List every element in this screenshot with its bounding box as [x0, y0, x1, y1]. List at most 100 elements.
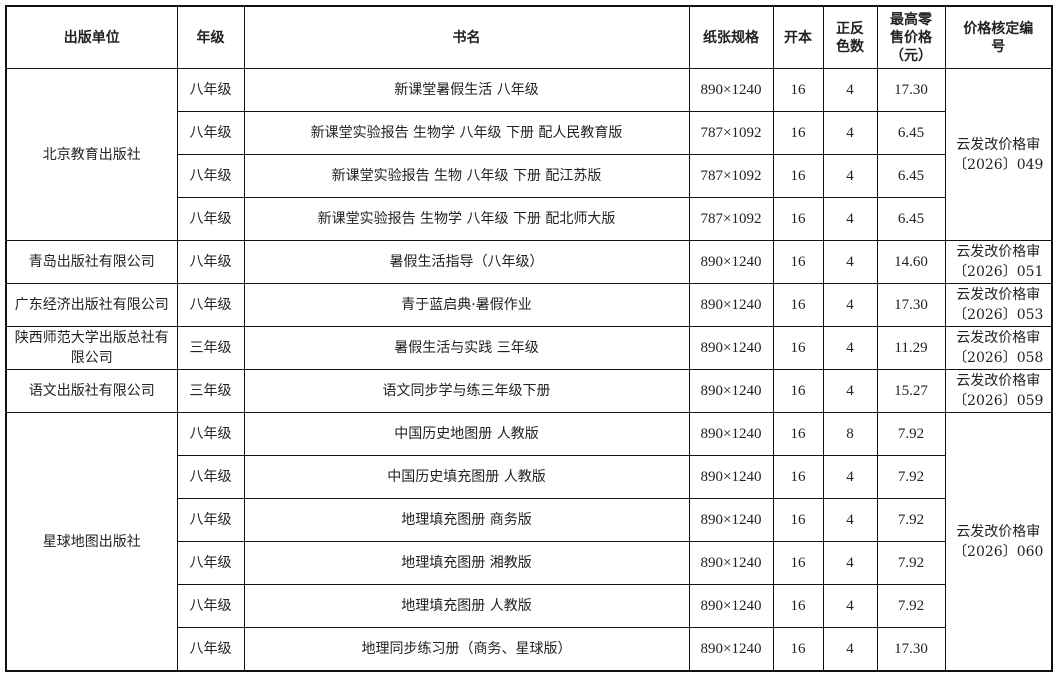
colors-cell: 4	[822, 68, 878, 112]
price-cell: 15.27	[876, 369, 946, 413]
title-cell: 暑假生活与实践 三年级	[243, 326, 690, 370]
price-cell: 7.92	[876, 498, 946, 542]
title-cell: 地理填充图册 商务版	[243, 498, 690, 542]
publisher-cell: 广东经济出版社有限公司	[5, 283, 178, 327]
title-cell: 暑假生活指导（八年级）	[243, 240, 690, 284]
colors-cell: 4	[822, 498, 878, 542]
format-cell: 16	[772, 283, 824, 327]
colors-cell: 4	[822, 584, 878, 628]
code-cell: 云发改价格审〔2026〕059	[944, 369, 1053, 413]
paper-cell: 890×1240	[688, 584, 774, 628]
header-price: 最高零售价格（元）	[876, 5, 946, 69]
paper-cell: 787×1092	[688, 197, 774, 241]
price-cell: 7.92	[876, 455, 946, 499]
paper-cell: 890×1240	[688, 498, 774, 542]
header-row: 出版单位 年级 书名 纸张规格 开本 正反色数 最高零售价格（元） 价格核定编号	[5, 5, 1053, 69]
table-row: 八年级 新课堂实验报告 生物学 八年级 下册 配北师大版 787×1092 16 4 6.…	[6, 197, 1052, 241]
title-cell: 中国历史填充图册 人教版	[243, 455, 690, 499]
format-cell: 16	[772, 455, 824, 499]
grade-cell: 三年级	[176, 326, 245, 370]
colors-cell: 4	[822, 326, 878, 370]
price-cell: 17.30	[876, 68, 946, 112]
table-row: 青岛出版社有限公司 八年级 暑假生活指导（八年级） 890×1240 16 4 14.60 云…	[5, 240, 1053, 284]
publisher-cell: 陕西师范大学出版总社有限公司	[5, 326, 178, 370]
format-cell: 16	[772, 240, 824, 284]
paper-cell: 890×1240	[688, 455, 774, 499]
grade-cell: 八年级	[176, 154, 245, 198]
price-table: 出版单位 年级 书名 纸张规格 开本 正反色数 最高零售价格（元） 价格核定编号…	[5, 5, 1053, 672]
paper-cell: 890×1240	[688, 68, 774, 112]
paper-cell: 890×1240	[688, 326, 774, 370]
format-cell: 16	[772, 498, 824, 542]
format-cell: 16	[772, 197, 824, 241]
grade-cell: 三年级	[176, 369, 245, 413]
code-cell: 云发改价格审〔2026〕049	[944, 68, 1053, 241]
table-row: 陕西师范大学出版总社有限公司 三年级 暑假生活与实践 三年级 890×1240 16 4 1…	[5, 326, 1053, 370]
grade-cell: 八年级	[176, 68, 245, 112]
colors-cell: 4	[822, 627, 878, 672]
colors-cell: 4	[822, 111, 878, 155]
header-paper: 纸张规格	[688, 5, 774, 69]
code-cell: 云发改价格审〔2026〕058	[944, 326, 1053, 370]
colors-cell: 4	[822, 541, 878, 585]
price-cell: 6.45	[876, 111, 946, 155]
colors-cell: 4	[822, 240, 878, 284]
price-cell: 7.92	[876, 412, 946, 456]
table-row: 星球地图出版社 八年级 中国历史地图册 人教版 890×1240 16 8 7.92 云发改价…	[5, 412, 1053, 672]
publisher-cell: 青岛出版社有限公司	[5, 240, 178, 284]
grade-cell: 八年级	[176, 240, 245, 284]
format-cell: 16	[772, 627, 824, 672]
format-cell: 16	[772, 154, 824, 198]
header-title: 书名	[243, 5, 690, 69]
table-row: 广东经济出版社有限公司 八年级 青于蓝启典·暑假作业 890×1240 16 4 17.30…	[5, 283, 1053, 327]
grade-cell: 八年级	[176, 627, 245, 672]
header-format: 开本	[772, 5, 824, 69]
title-cell: 新课堂暑假生活 八年级	[243, 68, 690, 112]
grade-cell: 八年级	[176, 283, 245, 327]
publisher-cell: 星球地图出版社	[5, 412, 178, 672]
paper-cell: 890×1240	[688, 369, 774, 413]
format-cell: 16	[772, 541, 824, 585]
grade-cell: 八年级	[176, 455, 245, 499]
paper-cell: 890×1240	[688, 627, 774, 672]
title-cell: 地理填充图册 湘教版	[243, 541, 690, 585]
table-row: 八年级 地理填充图册 商务版 890×1240 16 4 7.92	[6, 498, 1052, 542]
colors-cell: 8	[822, 412, 878, 456]
price-cell: 14.60	[876, 240, 946, 284]
price-cell: 6.45	[876, 154, 946, 198]
code-cell: 云发改价格审〔2026〕060	[944, 412, 1053, 672]
header-colors: 正反色数	[822, 5, 878, 69]
title-cell: 中国历史地图册 人教版	[243, 412, 690, 456]
grade-cell: 八年级	[176, 498, 245, 542]
format-cell: 16	[772, 584, 824, 628]
paper-cell: 890×1240	[688, 240, 774, 284]
title-cell: 语文同步学与练三年级下册	[243, 369, 690, 413]
table-row: 语文出版社有限公司 三年级 语文同步学与练三年级下册 890×1240 16 4 15.27…	[5, 369, 1053, 413]
format-cell: 16	[772, 412, 824, 456]
title-cell: 地理填充图册 人教版	[243, 584, 690, 628]
grade-cell: 八年级	[176, 412, 245, 456]
publisher-cell: 语文出版社有限公司	[5, 369, 178, 413]
table-row: 八年级 地理填充图册 人教版 890×1240 16 4 7.92	[6, 584, 1052, 628]
header-publisher: 出版单位	[5, 5, 178, 69]
table-row: 八年级 地理同步练习册（商务、星球版） 890×1240 16 4 17.30	[6, 627, 1052, 672]
colors-cell: 4	[822, 455, 878, 499]
table-row: 八年级 地理填充图册 湘教版 890×1240 16 4 7.92	[6, 541, 1052, 585]
colors-cell: 4	[822, 283, 878, 327]
code-cell: 云发改价格审〔2026〕053	[944, 283, 1053, 327]
price-cell: 6.45	[876, 197, 946, 241]
price-cell: 7.92	[876, 541, 946, 585]
format-cell: 16	[772, 369, 824, 413]
colors-cell: 4	[822, 154, 878, 198]
code-cell: 云发改价格审〔2026〕051	[944, 240, 1053, 284]
grade-cell: 八年级	[176, 197, 245, 241]
grade-cell: 八年级	[176, 111, 245, 155]
paper-cell: 787×1092	[688, 111, 774, 155]
paper-cell: 890×1240	[688, 412, 774, 456]
title-cell: 地理同步练习册（商务、星球版）	[243, 627, 690, 672]
colors-cell: 4	[822, 197, 878, 241]
table-row: 八年级 中国历史填充图册 人教版 890×1240 16 4 7.92	[6, 455, 1052, 499]
price-cell: 11.29	[876, 326, 946, 370]
price-cell: 17.30	[876, 283, 946, 327]
title-cell: 青于蓝启典·暑假作业	[243, 283, 690, 327]
